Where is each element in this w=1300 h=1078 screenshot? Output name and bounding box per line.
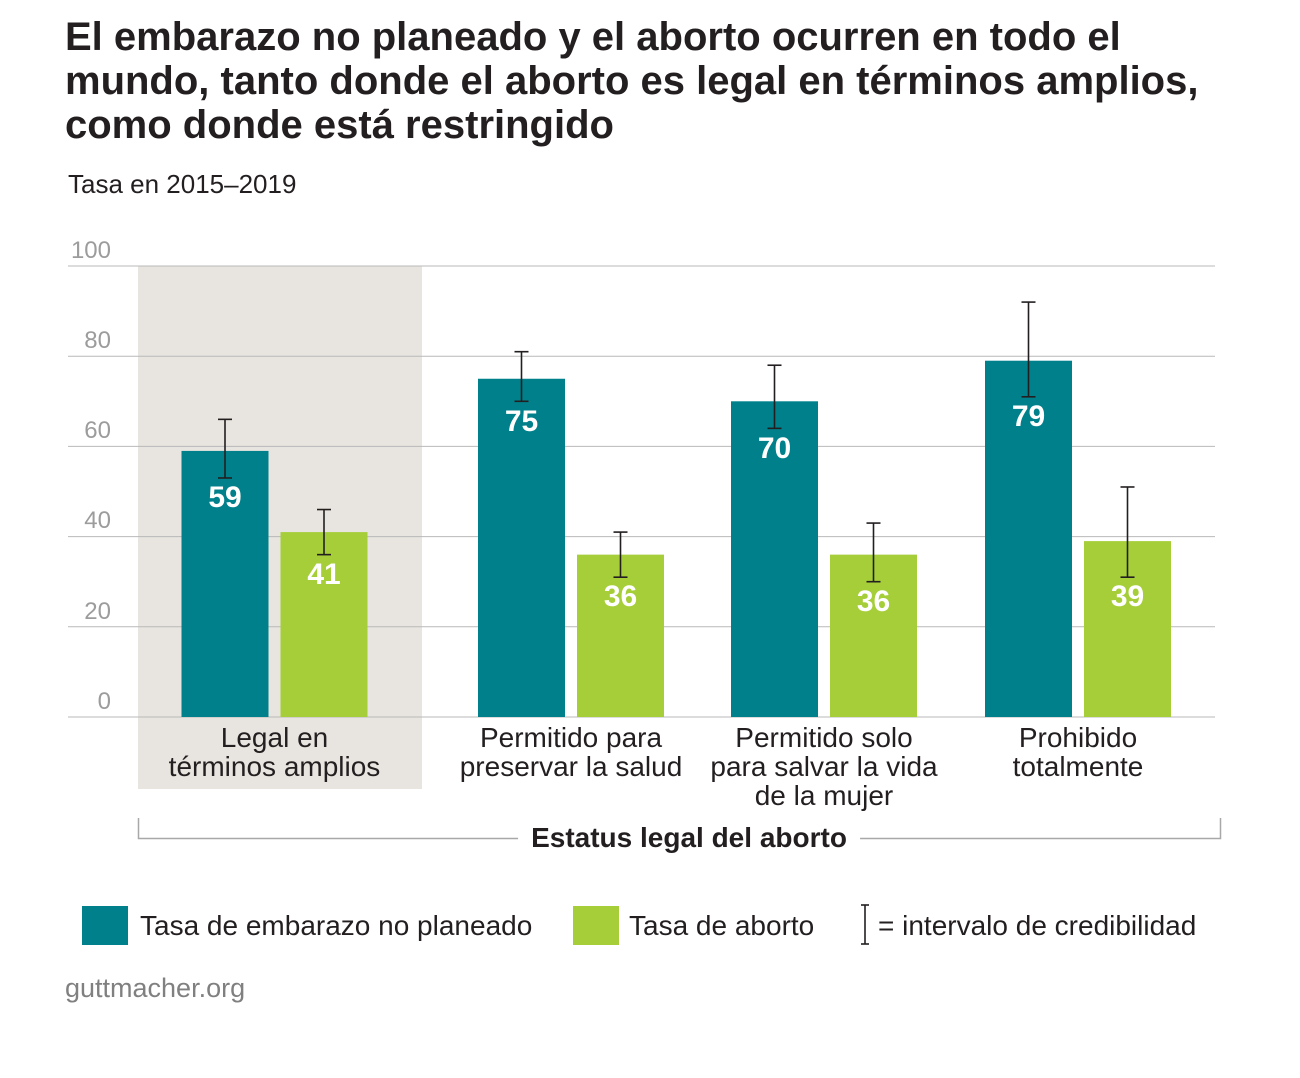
legend-credibility-interval-icon xyxy=(861,904,869,945)
y-tick-label-80: 80 xyxy=(84,326,111,354)
y-tick-label-60: 60 xyxy=(84,417,111,445)
value-label-tasa-de-aborto-3: 36 xyxy=(856,585,891,618)
error-bar-tasa-de-aborto-4 xyxy=(1120,486,1135,578)
error-bars xyxy=(218,301,1135,583)
value-label-tasa-de-embarazo-no-planeado-4: 79 xyxy=(1011,400,1046,434)
legend-label-credibility-interval: = intervalo de credibilidad xyxy=(878,910,1197,941)
y-tick-label-40: 40 xyxy=(84,507,111,535)
value-label-tasa-de-aborto-2: 36 xyxy=(603,580,638,614)
bar-tasa-de-aborto-2 xyxy=(577,554,664,717)
category-label-1: Legal en términos amplios xyxy=(168,722,381,782)
bar-tasa-de-embarazo-no-planeado-2 xyxy=(478,378,565,717)
value-label-tasa-de-embarazo-no-planeado-2: 75 xyxy=(504,404,539,438)
y-tick-label-20: 20 xyxy=(84,597,111,625)
bar-tasa-de-embarazo-no-planeado-1 xyxy=(181,450,269,717)
bar-tasa-de-embarazo-no-planeado-3 xyxy=(731,401,818,717)
chart-subtitle: Tasa en 2015–2019 xyxy=(68,169,297,199)
error-bar-tasa-de-embarazo-no-planeado-2 xyxy=(514,350,529,403)
chart-title: El embarazo no planeado y el aborto ocur… xyxy=(65,15,1199,147)
y-tick-label-0: 0 xyxy=(97,687,111,715)
legend-label-unplanned-pregnancy: Tasa de embarazo no planeado xyxy=(140,910,533,941)
legend-swatch-abortion xyxy=(573,906,619,945)
error-bar-tasa-de-embarazo-no-planeado-1 xyxy=(218,418,232,479)
highlight-layer xyxy=(138,266,422,789)
value-label-tasa-de-embarazo-no-planeado-3: 70 xyxy=(757,431,792,465)
bars xyxy=(181,360,1171,717)
value-label-tasa-de-aborto-4: 39 xyxy=(1110,580,1145,614)
y-tick-label-100: 100 xyxy=(70,236,111,264)
category-label-3: Permitido solo para salvar la vida de la… xyxy=(710,722,938,811)
x-axis-label: Estatus legal del aborto xyxy=(518,822,860,854)
bar-tasa-de-aborto-1 xyxy=(280,532,368,717)
category-label-2: Permitido para preservar la salud xyxy=(459,722,683,782)
value-label-tasa-de-embarazo-no-planeado-1: 59 xyxy=(208,481,242,515)
bar-tasa-de-embarazo-no-planeado-4 xyxy=(985,360,1072,717)
highlight-band xyxy=(138,266,422,789)
legend-label-abortion: Tasa de aborto xyxy=(629,910,815,941)
value-label-tasa-de-aborto-1: 41 xyxy=(307,557,341,591)
legend-swatch-unplanned-pregnancy xyxy=(82,906,128,945)
footer-source: guttmacher.org xyxy=(65,973,246,1003)
error-bar-tasa-de-aborto-3 xyxy=(866,522,881,583)
error-bar-tasa-de-embarazo-no-planeado-3 xyxy=(767,364,782,430)
category-label-4: Prohibido totalmente xyxy=(1012,722,1144,782)
error-bar-tasa-de-aborto-1 xyxy=(317,508,331,556)
error-bar-tasa-de-aborto-2 xyxy=(613,531,628,578)
error-bar-tasa-de-embarazo-no-planeado-4 xyxy=(1021,301,1036,398)
